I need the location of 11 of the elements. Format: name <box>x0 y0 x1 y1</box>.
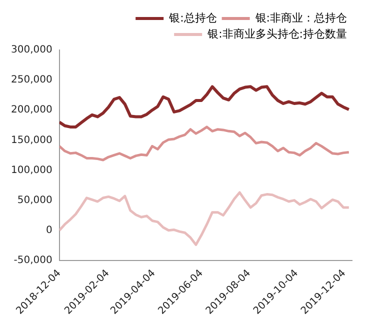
y-tick-label: 50,000 <box>17 194 52 206</box>
y-tick-label: 0 <box>46 224 52 236</box>
legend-label: 银:非商业多头持仓:持仓数量 <box>206 27 348 40</box>
y-tick-label: -50,000 <box>14 255 52 266</box>
y-tick-label: 150,000 <box>10 134 52 146</box>
legend-label: 银:总持仓 <box>168 11 217 24</box>
y-tick-label: 200,000 <box>10 104 52 116</box>
y-tick-label: 250,000 <box>10 74 52 86</box>
legend-label: 银:非商业：总持仓 <box>254 11 348 24</box>
y-tick-label: 100,000 <box>10 164 52 176</box>
y-tick-label: 300,000 <box>10 44 52 56</box>
